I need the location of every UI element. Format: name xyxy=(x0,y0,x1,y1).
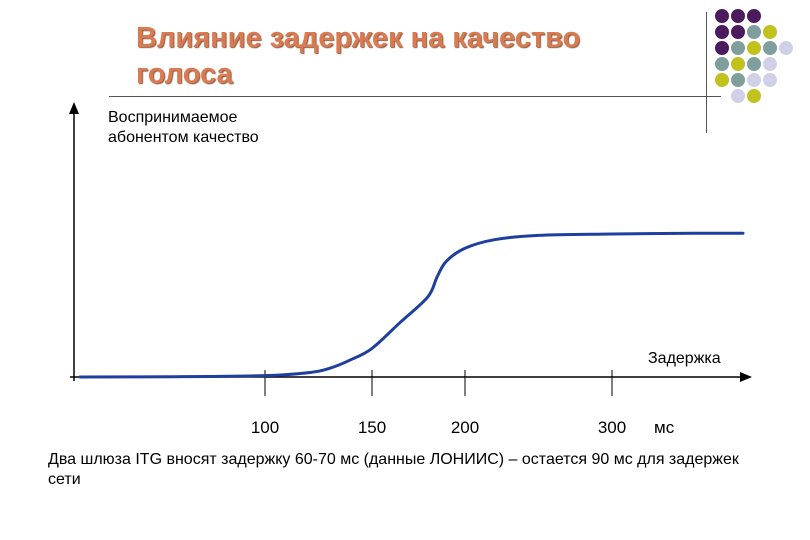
decor-dot xyxy=(731,89,745,103)
decor-dot xyxy=(747,25,761,39)
decor-dot xyxy=(715,41,729,55)
decor-dot xyxy=(747,41,761,55)
x-axis-label: Задержка xyxy=(648,350,721,367)
x-tick-label-300: 300 xyxy=(598,418,626,437)
title-line-1: Влияние задержек на качество xyxy=(136,22,581,54)
decor-dot xyxy=(715,57,729,71)
decor-dot xyxy=(715,73,729,87)
x-tick-label-150: 150 xyxy=(358,418,386,437)
decor-dot xyxy=(731,57,745,71)
horizontal-divider xyxy=(109,96,721,97)
y-axis-label-line-1: Воспринимаемое xyxy=(108,109,238,126)
vertical-divider xyxy=(706,12,707,133)
decor-dot xyxy=(747,89,761,103)
y-axis-arrow xyxy=(69,102,79,114)
decor-dot xyxy=(763,41,777,55)
decor-dot xyxy=(715,9,729,23)
decor-dot xyxy=(731,41,745,55)
decor-dot xyxy=(779,41,793,55)
x-tick-label-100: 100 xyxy=(251,418,279,437)
x-axis-unit: мс xyxy=(654,418,675,437)
x-tick-label-200: 200 xyxy=(451,418,479,437)
decor-dot xyxy=(747,9,761,23)
footnote: Два шлюза ITG вносят задержку 60-70 мс (… xyxy=(48,451,739,488)
decor-dot xyxy=(747,73,761,87)
y-axis-label: Воспринимаемое абонентом качество xyxy=(108,108,259,148)
x-tick-labels: 100 150 200 300 xyxy=(251,418,626,437)
x-axis-arrow xyxy=(740,372,752,382)
decor-dot xyxy=(731,25,745,39)
y-axis-label-line-2: абонентом качество xyxy=(108,129,259,146)
decor-dot xyxy=(731,73,745,87)
decor-dot xyxy=(715,25,729,39)
decor-dot xyxy=(763,57,777,71)
slide-title: Влияние задержек на качество голоса xyxy=(136,20,676,92)
decor-dot xyxy=(763,25,777,39)
decor-dot xyxy=(747,57,761,71)
x-ticks xyxy=(264,370,613,396)
decor-dot xyxy=(763,73,777,87)
title-line-2: голоса xyxy=(136,58,233,90)
decor-dot xyxy=(731,9,745,23)
quality-curve xyxy=(78,231,745,379)
